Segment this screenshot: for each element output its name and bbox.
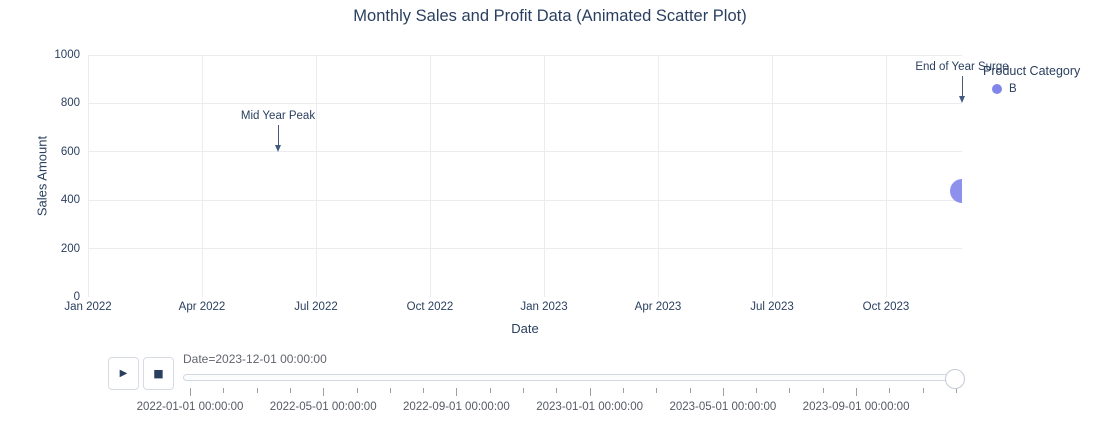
gridline-x-jan-2022 (88, 55, 89, 297)
slider-tick (489, 388, 491, 393)
x-tick-label: Jan 2023 (520, 301, 568, 313)
x-tick-label: Jul 2022 (294, 301, 338, 313)
play-button[interactable]: ▶ (108, 357, 139, 390)
slider-tick (323, 388, 325, 396)
slider-tick (856, 388, 858, 396)
legend-title: Product Category (983, 64, 1081, 78)
slider-tick (523, 388, 525, 393)
y-tick-label-600: 600 (60, 145, 80, 158)
slider-handle[interactable] (945, 369, 965, 389)
legend-item-b[interactable]: B (992, 83, 1080, 95)
x-tick-label: Apr 2023 (634, 301, 682, 313)
legend-marker-icon (992, 84, 1002, 94)
gridline-y-1000 (88, 55, 962, 56)
y-tick-label-200: 200 (60, 242, 80, 255)
gridline-x-jul-2023 (771, 55, 773, 297)
slider-tick (589, 388, 591, 396)
slider-tick-label[interactable]: 2022-01-01 00:00:00 (136, 401, 244, 413)
slider-tick (423, 388, 425, 393)
slider-tick (689, 388, 691, 393)
x-tick-label: Jul 2023 (750, 301, 794, 313)
y-tick-label-1000: 1000 (54, 49, 80, 61)
slider-track[interactable] (183, 374, 950, 381)
gridline-y-200 (88, 248, 962, 250)
x-tick-label: Jan 2022 (64, 301, 112, 313)
slider-tick-label[interactable]: 2023-05-01 00:00:00 (669, 401, 777, 413)
slider-tick (256, 388, 258, 393)
gridline-y-800 (88, 102, 962, 104)
annotation-arrowhead-icon (959, 96, 965, 104)
gridline-x-oct-2022 (429, 55, 431, 297)
gridline-x-oct-2023 (885, 55, 887, 297)
legend-item-label: B (1009, 83, 1017, 95)
gridline-x-jul-2022 (315, 55, 317, 297)
y-tick-label-400: 400 (60, 194, 80, 207)
y-axis-title: Sales Amount (34, 135, 50, 217)
slider-tick (722, 388, 724, 396)
gridline-x-jan-2023 (543, 55, 545, 297)
slider-tick (389, 388, 391, 393)
slider-tick (789, 388, 791, 393)
x-axis-title: Date (511, 321, 539, 336)
slider-tick (289, 388, 291, 393)
slider-tick (656, 388, 658, 393)
scatter-point-b[interactable] (950, 178, 962, 203)
legend: Product Category B (983, 64, 1080, 95)
slider-tick (356, 388, 358, 393)
animation-controls: ▶ ■ (108, 357, 174, 390)
slider-tick (956, 388, 957, 393)
slider-tick (822, 388, 824, 393)
slider-tick (190, 388, 191, 396)
slider-tick-label[interactable]: 2022-09-01 00:00:00 (403, 401, 510, 413)
slider-tick-label[interactable]: 2023-01-01 00:00:00 (536, 401, 644, 413)
gridline-x-apr-2023 (657, 55, 659, 297)
x-tick-label: Oct 2022 (406, 301, 454, 313)
plot-area[interactable] (88, 55, 962, 297)
play-icon: ▶ (119, 368, 128, 379)
slider-tick (922, 388, 924, 393)
annotation-text: End of Year Surge (915, 61, 1009, 74)
slider-tick-label[interactable]: 2022-05-01 00:00:00 (269, 401, 377, 413)
slider-tick (223, 388, 225, 393)
slider-tick (556, 388, 558, 393)
annotation-arrow-line (277, 124, 279, 146)
slider-tick (889, 388, 891, 393)
chart-title: Monthly Sales and Profit Data (Animated … (353, 7, 747, 25)
stop-button[interactable]: ■ (143, 357, 174, 390)
annotation-arrowhead-icon (275, 144, 281, 152)
slider-tick-label[interactable]: 2023-09-01 00:00:00 (802, 401, 910, 413)
x-tick-label: Oct 2023 (862, 301, 910, 313)
gridline-y-600 (88, 151, 962, 153)
y-tick-label-0: 0 (73, 291, 80, 303)
annotation-text: Mid Year Peak (240, 109, 316, 122)
stop-icon: ■ (153, 367, 164, 380)
slider-current-value: Date=2023-12-01 00:00:00 (183, 352, 327, 366)
slider-tick (622, 388, 624, 393)
y-tick-label-800: 800 (60, 97, 80, 110)
slider-tick (456, 388, 458, 396)
slider-tick (756, 388, 758, 393)
annotation-arrow-line (961, 76, 963, 98)
gridline-y-0 (88, 296, 962, 297)
gridline-x-apr-2022 (201, 55, 203, 297)
gridline-y-400 (88, 199, 962, 201)
x-tick-label: Apr 2022 (178, 301, 226, 313)
